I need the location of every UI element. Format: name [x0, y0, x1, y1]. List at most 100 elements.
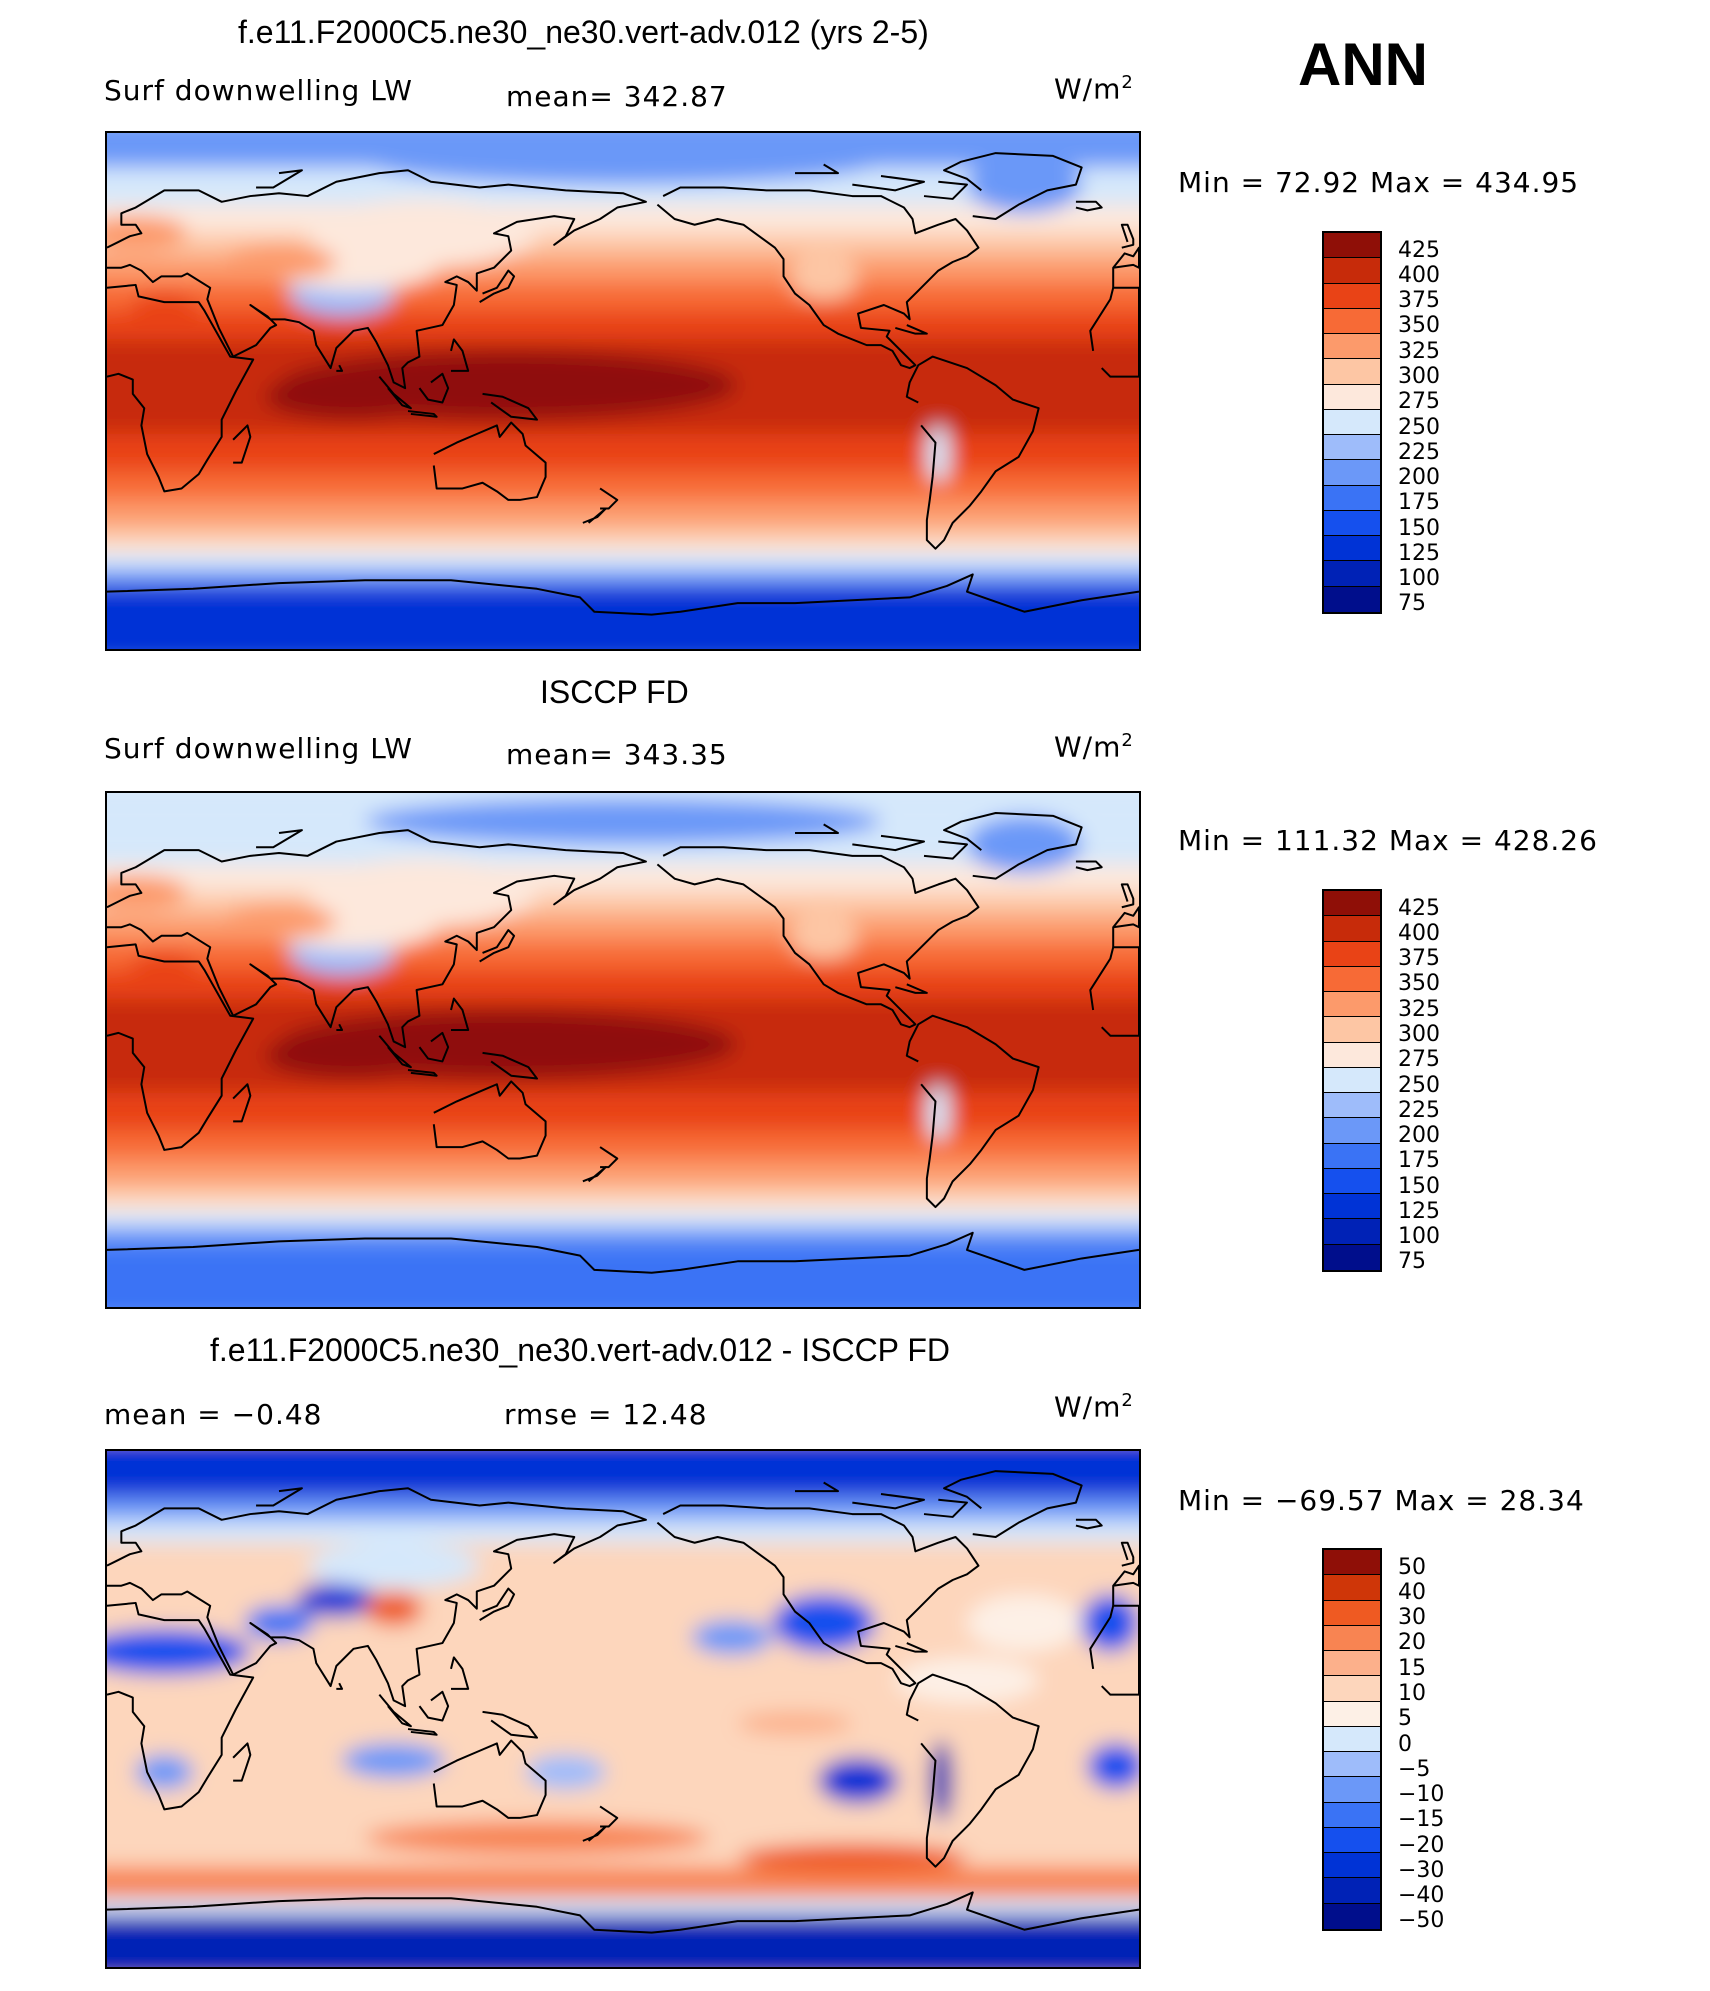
coastline: [895, 1642, 928, 1653]
panel-3-mean-label: mean = −0.48: [104, 1398, 323, 1431]
coastline: [432, 1739, 547, 1819]
colorbar-swatch: [1324, 384, 1380, 410]
colorbar-tick-label: −20: [1398, 1832, 1445, 1858]
colorbar-swatch: [1324, 1777, 1380, 1803]
panel-2-units: W/m2: [1054, 730, 1134, 764]
colorbar-tick-label: 40: [1398, 1579, 1426, 1605]
panel-2-minmax: Min = 111.32 Max = 428.26: [1178, 824, 1598, 857]
panel-3-map: [105, 1449, 1141, 1969]
coastline: [795, 1481, 839, 1493]
colorbar-tick-label: 225: [1398, 439, 1440, 465]
panel-3-colorbar: [1322, 1548, 1382, 1931]
coastline: [795, 823, 839, 834]
colorbar-swatch: [1324, 1625, 1380, 1652]
coastline: [482, 392, 538, 421]
colorbar-swatch: [1324, 1550, 1380, 1576]
colorbar-tick-label: 350: [1398, 971, 1440, 997]
colorbar-tick-label: 375: [1398, 946, 1440, 972]
colorbar-swatch: [1324, 1219, 1380, 1245]
coastline: [852, 834, 925, 852]
coastline: [107, 829, 647, 1049]
coastline: [107, 1231, 1139, 1274]
panel-3-units: W/m2: [1054, 1390, 1134, 1424]
coastline: [656, 186, 980, 370]
coastline: [479, 929, 516, 963]
colorbar-tick-label: 10: [1398, 1680, 1426, 1706]
colorbar-swatch: [1324, 233, 1380, 259]
panel-1-colorbar: [1322, 231, 1382, 614]
colorbar-swatch: [1324, 561, 1380, 587]
panel-2-variable-label: Surf downwelling LW: [104, 732, 413, 765]
coastline: [582, 1166, 607, 1183]
colorbar-tick-label: 75: [1398, 1249, 1426, 1275]
coastline: [107, 283, 255, 493]
colorbar-swatch: [1324, 1726, 1380, 1753]
colorbar-tick-label: 425: [1398, 237, 1440, 263]
coastline: [107, 169, 647, 390]
colorbar-swatch: [1324, 485, 1380, 511]
coastline: [107, 573, 1139, 616]
colorbar-swatch: [1324, 308, 1380, 335]
colorbar-tick-label: 75: [1398, 591, 1426, 617]
coastline: [895, 983, 928, 994]
colorbar-tick-label: −30: [1398, 1857, 1445, 1883]
panel-3-rmse-label: rmse = 12.48: [504, 1398, 708, 1431]
coastline: [582, 507, 607, 524]
colorbar-tick-label: 300: [1398, 363, 1440, 389]
colorbar-swatch: [1324, 435, 1380, 461]
colorbar-tick-label: 400: [1398, 262, 1440, 288]
colorbar-swatch: [1324, 941, 1380, 967]
colorbar-tick-label: 0: [1398, 1731, 1412, 1757]
colorbar-swatch: [1324, 1802, 1380, 1828]
coastline: [905, 1014, 1040, 1209]
coastline: [479, 1587, 516, 1621]
coastline: [1112, 906, 1139, 948]
coastline: [852, 175, 925, 192]
colorbar-swatch: [1324, 1676, 1380, 1702]
coastline: [336, 1023, 344, 1032]
coastline: [432, 1080, 547, 1160]
panel-2-title: ISCCP FD: [540, 674, 689, 710]
panel-1-minmax: Min = 72.92 Max = 434.95: [1178, 166, 1580, 199]
colorbar-tick-label: 125: [1398, 1198, 1440, 1224]
coastline: [107, 1891, 1139, 1934]
colorbar-tick-label: 325: [1398, 338, 1440, 364]
coastline: [1089, 1604, 1139, 1696]
colorbar-swatch: [1324, 1878, 1380, 1904]
colorbar-tick-label: 350: [1398, 313, 1440, 339]
colorbar-tick-label: −5: [1398, 1756, 1431, 1782]
colorbar-tick-label: 250: [1398, 1072, 1440, 1098]
coastline: [905, 355, 1040, 550]
colorbar-swatch: [1324, 536, 1380, 562]
coastline: [450, 338, 470, 372]
colorbar-tick-label: 225: [1398, 1097, 1440, 1123]
season-label: ANN: [1298, 31, 1428, 98]
colorbar-swatch: [1324, 1143, 1380, 1169]
coastline: [107, 943, 255, 1151]
coastline: [378, 1694, 412, 1728]
colorbar-swatch: [1324, 1651, 1380, 1677]
colorbar-swatch: [1324, 1827, 1380, 1854]
coastline: [943, 152, 1083, 220]
colorbar-tick-label: 325: [1398, 996, 1440, 1022]
panel-1-title: f.e11.F2000C5.ne30_ne30.vert-adv.012 (yr…: [238, 14, 929, 50]
coastline: [1075, 860, 1103, 872]
colorbar-swatch: [1324, 1017, 1380, 1043]
coastline: [1112, 1564, 1139, 1606]
colorbar-tick-label: −50: [1398, 1908, 1445, 1934]
coastline: [582, 1825, 607, 1842]
colorbar-swatch: [1324, 258, 1380, 284]
panel-1-units: W/m2: [1054, 72, 1134, 106]
colorbar-swatch: [1324, 510, 1380, 537]
colorbar-tick-label: 150: [1398, 1173, 1440, 1199]
colorbar-swatch: [1324, 1701, 1380, 1727]
colorbar-swatch: [1324, 916, 1380, 942]
colorbar-swatch: [1324, 1067, 1380, 1094]
coastline: [1075, 200, 1103, 212]
coastline: [1112, 246, 1139, 288]
coastline: [1120, 883, 1135, 909]
coastline: [656, 1504, 980, 1688]
coastline: [852, 1493, 925, 1510]
coastline: [432, 421, 547, 501]
colorbar-tick-label: 250: [1398, 414, 1440, 440]
